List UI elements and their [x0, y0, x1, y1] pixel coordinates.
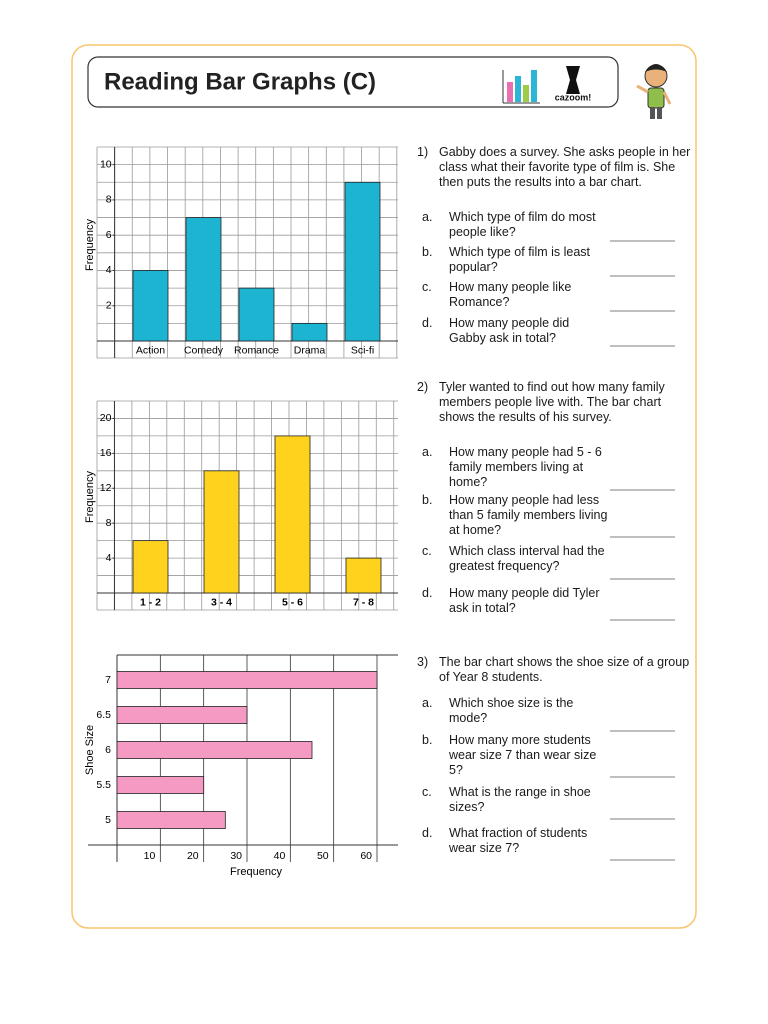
x-tick-label: 50: [317, 850, 329, 862]
logo-text: cazoom!: [555, 92, 592, 102]
bar: [116, 776, 205, 794]
y-tick-label: 4: [106, 264, 112, 276]
question-number: 1): [417, 145, 429, 159]
part-letter: a.: [422, 210, 433, 224]
x-tick-label: 40: [274, 850, 286, 862]
part-letter: d.: [422, 316, 433, 330]
y-tick-label: 6: [106, 229, 112, 241]
y-tick-label: 5.5: [96, 779, 111, 791]
y-tick-label: 8: [106, 194, 112, 206]
y-tick-label: 2: [106, 300, 112, 312]
bar: [238, 287, 275, 342]
part-text: How many people like Romance?: [449, 280, 572, 309]
part-letter: a.: [422, 696, 433, 710]
question-number: 3): [417, 655, 429, 669]
x-tick-label: 1 - 2: [140, 596, 161, 608]
question-text: Tyler wanted to find out how many family…: [439, 380, 665, 424]
bar: [291, 322, 328, 342]
x-tick-label: 20: [187, 850, 199, 862]
part-text: What fraction of students wear size 7?: [449, 826, 588, 855]
y-tick-label: 20: [100, 412, 112, 424]
part-letter: d.: [422, 586, 433, 600]
part-letter: b.: [422, 493, 433, 507]
bar: [132, 270, 169, 342]
bar: [185, 217, 222, 342]
part-letter: a.: [422, 445, 433, 459]
x-tick-label: 7 - 8: [353, 596, 374, 608]
logo-icon: [502, 66, 580, 104]
y-tick-label: 12: [100, 482, 112, 494]
bar: [116, 671, 378, 689]
y-tick-label: 10: [100, 158, 112, 170]
part-letter: b.: [422, 245, 433, 259]
title: Reading Bar Graphs (C): [104, 68, 376, 95]
y-tick-label: 5: [105, 814, 111, 826]
x-tick-label: 60: [360, 850, 372, 862]
page-frame: [71, 44, 697, 929]
y-tick-label: 6: [105, 744, 111, 756]
y-tick-label: 4: [106, 552, 112, 564]
x-tick-label: Comedy: [184, 344, 224, 356]
part-text: How many people had 5 - 6 family members…: [449, 445, 602, 489]
x-tick-label: Action: [136, 344, 165, 356]
x-tick-label: Romance: [234, 344, 279, 356]
part-letter: c.: [422, 785, 432, 799]
x-tick-label: 3 - 4: [211, 596, 232, 608]
question-number: 2): [417, 380, 429, 394]
part-text: How many more students wear size 7 than …: [449, 733, 597, 777]
part-letter: c.: [422, 280, 432, 294]
x-tick-label: 10: [144, 850, 156, 862]
mascot: [636, 64, 672, 119]
y-axis-label: Frequency: [84, 471, 96, 523]
question-text: Gabby does a survey. She asks people in …: [439, 145, 691, 189]
part-text: How many people had less than 5 family m…: [449, 493, 608, 537]
y-axis-label: Shoe Size: [84, 725, 96, 775]
part-letter: c.: [422, 544, 432, 558]
part-text: How many people did Tyler ask in total?: [449, 586, 600, 615]
x-tick-label: Sci-fi: [351, 344, 374, 356]
bar: [132, 540, 169, 594]
header-box: [87, 56, 619, 108]
part-text: Which type of film is least popular?: [449, 245, 591, 274]
part-text: Which shoe size is the mode?: [449, 696, 574, 725]
part-text: Which type of film do most people like?: [449, 210, 596, 239]
bar: [116, 706, 248, 724]
y-tick-label: 8: [106, 517, 112, 529]
part-text: How many people did Gabby ask in total?: [449, 316, 570, 345]
bar: [344, 181, 381, 342]
y-axis-label: Frequency: [84, 219, 96, 271]
part-text: What is the range in shoe sizes?: [449, 785, 591, 814]
x-tick-label: 30: [230, 850, 242, 862]
x-tick-label: Drama: [294, 344, 326, 356]
bar: [345, 557, 382, 594]
part-letter: d.: [422, 826, 433, 840]
y-tick-label: 16: [100, 447, 112, 459]
bar: [116, 741, 313, 759]
x-axis-label: Frequency: [230, 866, 282, 878]
bar: [274, 435, 311, 594]
x-tick-label: 5 - 6: [282, 596, 303, 608]
y-tick-label: 7: [105, 674, 111, 686]
y-tick-label: 6.5: [96, 709, 111, 721]
bar: [203, 470, 240, 594]
part-text: Which class interval had the greatest fr…: [449, 544, 605, 573]
part-letter: b.: [422, 733, 433, 747]
question-text: The bar chart shows the shoe size of a g…: [439, 655, 690, 684]
bar: [116, 811, 226, 829]
